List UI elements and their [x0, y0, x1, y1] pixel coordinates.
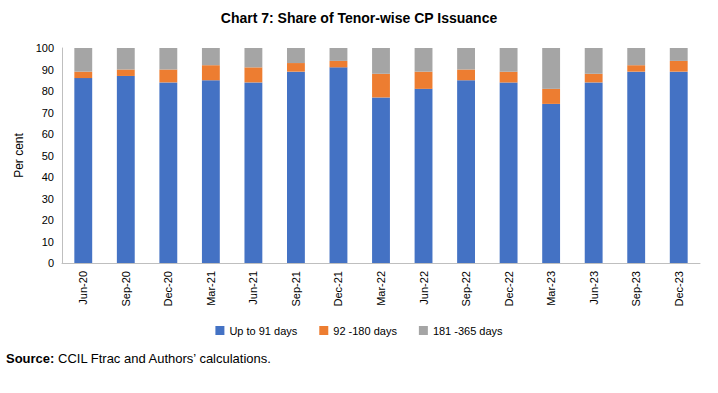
svg-text:Sep-20: Sep-20: [120, 271, 132, 306]
svg-text:92 -180 days: 92 -180 days: [333, 325, 397, 337]
svg-text:50: 50: [42, 150, 54, 162]
svg-text:Dec-20: Dec-20: [162, 271, 174, 306]
svg-text:Sep-22: Sep-22: [460, 271, 472, 306]
svg-text:Jun-20: Jun-20: [77, 271, 89, 305]
svg-text:CCIL Ftrac and Authors’ calcul: CCIL Ftrac and Authors’ calculations.: [54, 351, 271, 366]
svg-text:Mar-21: Mar-21: [205, 271, 217, 306]
svg-text:Per cent: Per cent: [12, 132, 26, 177]
svg-text:Dec-21: Dec-21: [332, 271, 344, 306]
svg-text:70: 70: [42, 107, 54, 119]
svg-text:Chart 7: Share of Tenor-wise C: Chart 7: Share of Tenor-wise CP Issuance: [221, 10, 498, 26]
svg-text:20: 20: [42, 214, 54, 226]
svg-text:60: 60: [42, 128, 54, 140]
svg-text:Source:: Source:: [6, 351, 54, 366]
svg-text:Jun-22: Jun-22: [418, 271, 430, 305]
svg-text:100: 100: [36, 42, 54, 54]
svg-text:Sep-21: Sep-21: [290, 271, 302, 306]
svg-text:0: 0: [48, 257, 54, 269]
svg-text:90: 90: [42, 64, 54, 76]
svg-text:Dec-23: Dec-23: [673, 271, 685, 306]
svg-text:Jun-23: Jun-23: [588, 271, 600, 305]
svg-text:10: 10: [42, 236, 54, 248]
svg-text:40: 40: [42, 171, 54, 183]
svg-text:Dec-22: Dec-22: [503, 271, 515, 306]
svg-text:80: 80: [42, 85, 54, 97]
svg-text:181 -365 days: 181 -365 days: [433, 325, 503, 337]
svg-text:Mar-23: Mar-23: [545, 271, 557, 306]
svg-text:Jun-21: Jun-21: [247, 271, 259, 305]
svg-text:Sep-23: Sep-23: [630, 271, 642, 306]
svg-text:Up to 91 days: Up to 91 days: [229, 325, 297, 337]
svg-text:Mar-22: Mar-22: [375, 271, 387, 306]
svg-text:30: 30: [42, 193, 54, 205]
